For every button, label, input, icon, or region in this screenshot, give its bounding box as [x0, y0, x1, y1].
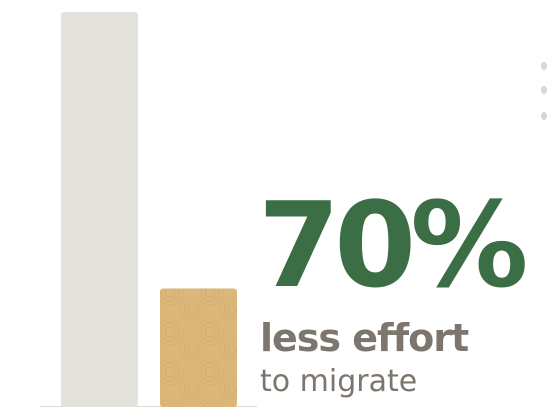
- edge-dot-3: [541, 112, 547, 120]
- edge-dot-1: [541, 62, 547, 70]
- stat-label-main: less effort: [260, 316, 469, 360]
- edge-dot-2: [541, 86, 547, 94]
- stat-value: 70%: [258, 176, 528, 314]
- stat-label-sub: to migrate: [260, 364, 418, 399]
- bar-1: [61, 12, 138, 407]
- bar-2: [160, 288, 237, 407]
